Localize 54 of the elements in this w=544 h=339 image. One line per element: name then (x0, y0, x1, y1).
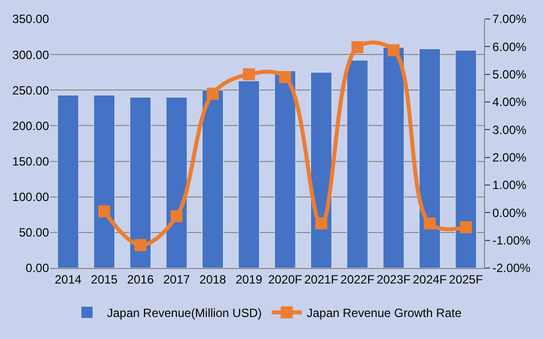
y2-tick-label: 0.00% (492, 206, 527, 220)
x-tick-label: 2014 (54, 272, 82, 286)
point (460, 221, 472, 234)
y-tick-label: 250.00 (12, 83, 50, 98)
x-tick-label: 2019 (236, 272, 263, 286)
bar (166, 97, 188, 268)
x-tick-label: 2023F (376, 272, 411, 286)
point (98, 205, 110, 218)
y-tick-label: 350.00 (12, 12, 50, 26)
y2-tick-label: 3.00% (492, 122, 527, 137)
x-tick-label: 2018 (199, 272, 226, 286)
x-tick-label: 2020F (268, 272, 302, 286)
bar (238, 80, 260, 268)
bar (94, 94, 115, 268)
y-tick-label: 100.00 (12, 190, 50, 204)
x-tick-label: 2025F (448, 272, 483, 286)
x-tick-label: 2015 (90, 272, 118, 286)
bar (130, 97, 152, 268)
y2-tick-label: 5.00% (492, 68, 527, 82)
y2-tick-label: 2.00% (492, 150, 527, 165)
legend-label: Japan Revenue(Million USD) (107, 306, 262, 320)
y2-tick-label: -2.00% (492, 261, 531, 276)
bar (202, 90, 224, 268)
point (388, 44, 400, 56)
y2-tick-label: 6.00% (492, 40, 527, 54)
y-tick-label: 0.00 (26, 261, 50, 276)
point (134, 239, 146, 252)
bar (346, 60, 368, 268)
x-tick-label: 2021F (304, 272, 338, 286)
point (170, 210, 183, 222)
bar (419, 48, 440, 268)
bar (274, 70, 296, 268)
x-tick-label: 2024F (412, 272, 447, 286)
x-tick-label: 2022F (340, 272, 374, 286)
point (279, 71, 292, 84)
point (351, 41, 364, 54)
bar (57, 94, 79, 268)
y-tick-label: 200.00 (12, 118, 50, 133)
y-tick-label: 300.00 (12, 48, 50, 62)
x-tick-label: 2017 (163, 272, 190, 286)
y2-tick-label: 7.00% (492, 12, 527, 26)
point (242, 68, 255, 80)
x-tick-label: 2016 (127, 272, 154, 286)
bar (382, 47, 404, 268)
y-tick-label: 50.00 (18, 226, 50, 240)
legend-label: Japan Revenue Growth Rate (306, 306, 462, 320)
y-tick-label: 150.00 (12, 154, 50, 168)
bar (455, 50, 477, 268)
y2-tick-label: 1.00% (492, 178, 527, 192)
point (315, 217, 328, 230)
point (424, 217, 436, 230)
y2-tick-label: 4.00% (492, 95, 527, 110)
y2-tick-label: -1.00% (492, 234, 531, 248)
point (206, 88, 219, 100)
